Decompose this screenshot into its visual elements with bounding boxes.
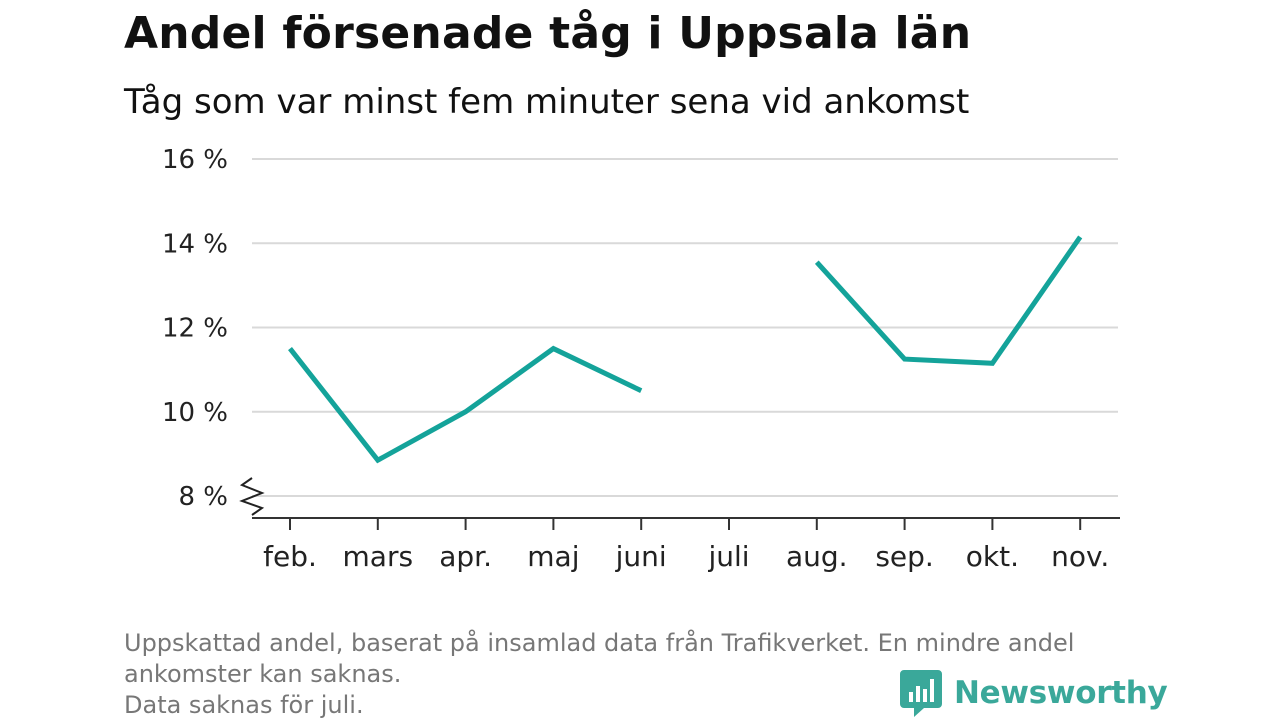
- series-line: [814, 235, 1083, 366]
- x-tick-label: maj: [527, 540, 579, 573]
- series-line: [288, 345, 643, 464]
- footnote: Uppskattad andel, baserat på insamlad da…: [124, 628, 1164, 721]
- y-tick-label: 12 %: [162, 314, 228, 344]
- x-axis: feb. mars apr. maj juni juli aug. sep. okt. nov.: [252, 517, 1120, 573]
- x-tick-label: feb.: [263, 540, 317, 573]
- y-axis-ticks: 8 % 10 % 12 % 14 % 16 %: [162, 145, 228, 512]
- x-tick-label: apr.: [439, 540, 492, 573]
- x-tick-label: sep.: [875, 540, 934, 573]
- y-tick-label: 16 %: [162, 145, 228, 175]
- x-tick-label: okt.: [966, 540, 1019, 573]
- newsworthy-logo-icon: [900, 670, 942, 717]
- grid-lines: [252, 158, 1118, 497]
- line-chart: 8 % 10 % 12 % 14 % 16 % feb. mars apr. maj juni j…: [162, 145, 1120, 573]
- chart-title: Andel försenade tåg i Uppsala län: [124, 8, 972, 59]
- y-tick-label: 14 %: [162, 229, 228, 259]
- brand-logo: Newsworthy: [900, 668, 1168, 718]
- axis-break-zigzag: [239, 477, 265, 516]
- x-tick-label: mars: [343, 540, 414, 573]
- brand-name: Newsworthy: [954, 675, 1168, 711]
- footnote-line: Data saknas för juli.: [124, 691, 364, 719]
- axis-break-icon: [239, 477, 265, 516]
- x-tick-label: aug.: [786, 540, 848, 573]
- y-tick-label: 10 %: [162, 398, 228, 428]
- footnote-line: Uppskattad andel, baserat på insamlad da…: [124, 629, 1075, 657]
- x-tick-label: nov.: [1051, 540, 1109, 573]
- footnote-line: ankomster kan saknas.: [124, 660, 402, 688]
- series-lines: [288, 235, 1083, 464]
- x-tick-label: juli: [707, 540, 749, 573]
- y-tick-label: 8 %: [178, 482, 228, 512]
- chart-subtitle: Tåg som var minst fem minuter sena vid a…: [124, 82, 970, 122]
- x-tick-label: juni: [615, 540, 667, 573]
